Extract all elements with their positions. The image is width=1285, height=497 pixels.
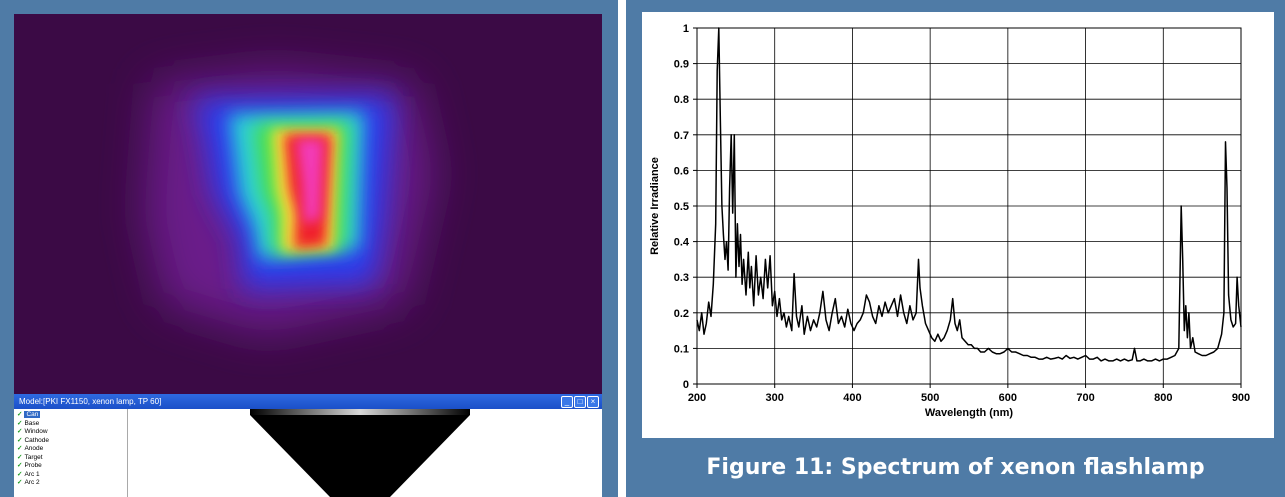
y-axis-title: Relative Irradiance (649, 157, 661, 255)
spectrum-chart: 200 300 400 500 600 700 800 900 0 0.1 0.2 0.3 0.4 0.5… (649, 23, 1250, 419)
tree-item-label: Target (24, 453, 43, 461)
y-tick-label: 0.1 (674, 343, 689, 355)
x-axis-title: Wavelength (nm) (925, 407, 1014, 419)
chart-series-layer (696, 27, 1242, 362)
y-tick-label: 0 (683, 379, 689, 391)
x-tick-label: 800 (1154, 392, 1172, 404)
y-tick-label: 0.8 (674, 94, 689, 106)
spectrum-chart-card: 200 300 400 500 600 700 800 900 0 0.1 0.2 0.3 0.4 0.5… (642, 12, 1274, 438)
checkmark-icon: ✓ (17, 479, 23, 486)
window-titlebar[interactable]: Model:[PKI FX1150, xenon lamp, TP 60] _ … (14, 394, 602, 409)
spectrum-series-line (696, 27, 1242, 362)
checkmark-icon: ✓ (17, 428, 23, 435)
x-tick-label: 400 (843, 392, 861, 404)
heatmap-peak-zone (296, 139, 324, 224)
tree-item[interactable]: ✓ Cathode (17, 437, 49, 445)
checkmark-icon: ✓ (17, 436, 23, 444)
tree-item[interactable]: ✓ Can (17, 411, 41, 419)
tree-item[interactable]: ✓ Anode (17, 445, 43, 453)
tree-item-label: Anode (24, 445, 44, 452)
x-tick-label: 300 (766, 392, 784, 404)
model-parts-tree[interactable]: ✓ Can ✓ Base ✓ Window ✓ Cathode ✓ Anode ✓ Target ✓ Pr… (14, 409, 128, 497)
x-tick-label: 500 (921, 392, 939, 404)
y-tick-label: 0.4 (674, 237, 690, 249)
y-tick-label: 0.7 (674, 130, 689, 142)
tree-item-label: Window (24, 428, 48, 435)
figure-caption: Figure 11: Spectrum of xenon flashlamp (706, 455, 1205, 480)
x-tick-label: 700 (1076, 392, 1094, 404)
chart-labels: 200 300 400 500 600 700 800 900 0 0.1 0.2 0.3 0.4 0.5… (649, 23, 1250, 419)
heatmap-graphic (14, 14, 602, 394)
checkmark-icon: ✓ (17, 411, 23, 418)
checkmark-icon: ✓ (17, 470, 23, 478)
tree-item[interactable]: ✓ Arc 1 (17, 471, 40, 479)
tree-item[interactable]: ✓ Arc 2 (17, 479, 40, 487)
tree-item-label: Arc 2 (24, 479, 40, 486)
checkmark-icon: ✓ (17, 462, 23, 469)
tree-item[interactable]: ✓ Probe (17, 462, 42, 470)
close-button[interactable]: × (587, 396, 599, 408)
tree-item-label: Can (24, 411, 41, 418)
tree-item-label: Base (24, 419, 40, 427)
lamp-3d-render (250, 409, 470, 497)
tree-item-label: Arc 1 (24, 470, 40, 478)
checkmark-icon: ✓ (17, 445, 23, 452)
x-tick-label: 200 (688, 392, 706, 404)
x-tick-label: 600 (999, 392, 1017, 404)
y-tick-label: 0.3 (674, 272, 689, 284)
tree-item-label: Cathode (24, 436, 50, 444)
y-tick-label: 0.9 (674, 59, 689, 71)
model-viewer-window[interactable]: Model:[PKI FX1150, xenon lamp, TP 60] _ … (14, 394, 602, 497)
tree-item[interactable]: ✓ Window (17, 428, 48, 436)
tree-item-label: Probe (24, 462, 42, 469)
y-tick-label: 1 (683, 23, 689, 35)
minimize-button[interactable]: _ (561, 396, 573, 408)
checkmark-icon: ✓ (17, 453, 23, 461)
x-tick-label: 900 (1232, 392, 1250, 404)
lamp-body-cone (250, 415, 470, 497)
left-figure-panel: Model:[PKI FX1150, xenon lamp, TP 60] _ … (0, 0, 618, 497)
beam-intensity-heatmap (14, 14, 602, 394)
chart-grid (693, 27, 1242, 388)
checkmark-icon: ✓ (17, 419, 23, 427)
y-tick-label: 0.6 (674, 165, 689, 177)
y-tick-label: 0.5 (674, 201, 689, 213)
y-tick-label: 0.2 (674, 308, 689, 320)
tree-item[interactable]: ✓ Target (17, 454, 43, 462)
lamp-cap-highlight (250, 409, 470, 415)
tree-item[interactable]: ✓ Base (17, 420, 39, 428)
window-title: Model:[PKI FX1150, xenon lamp, TP 60] (19, 397, 162, 406)
maximize-button[interactable]: □ (574, 396, 586, 408)
right-figure-panel: 200 300 400 500 600 700 800 900 0 0.1 0.2 0.3 0.4 0.5… (626, 0, 1285, 497)
model-3d-viewport[interactable] (128, 409, 602, 497)
